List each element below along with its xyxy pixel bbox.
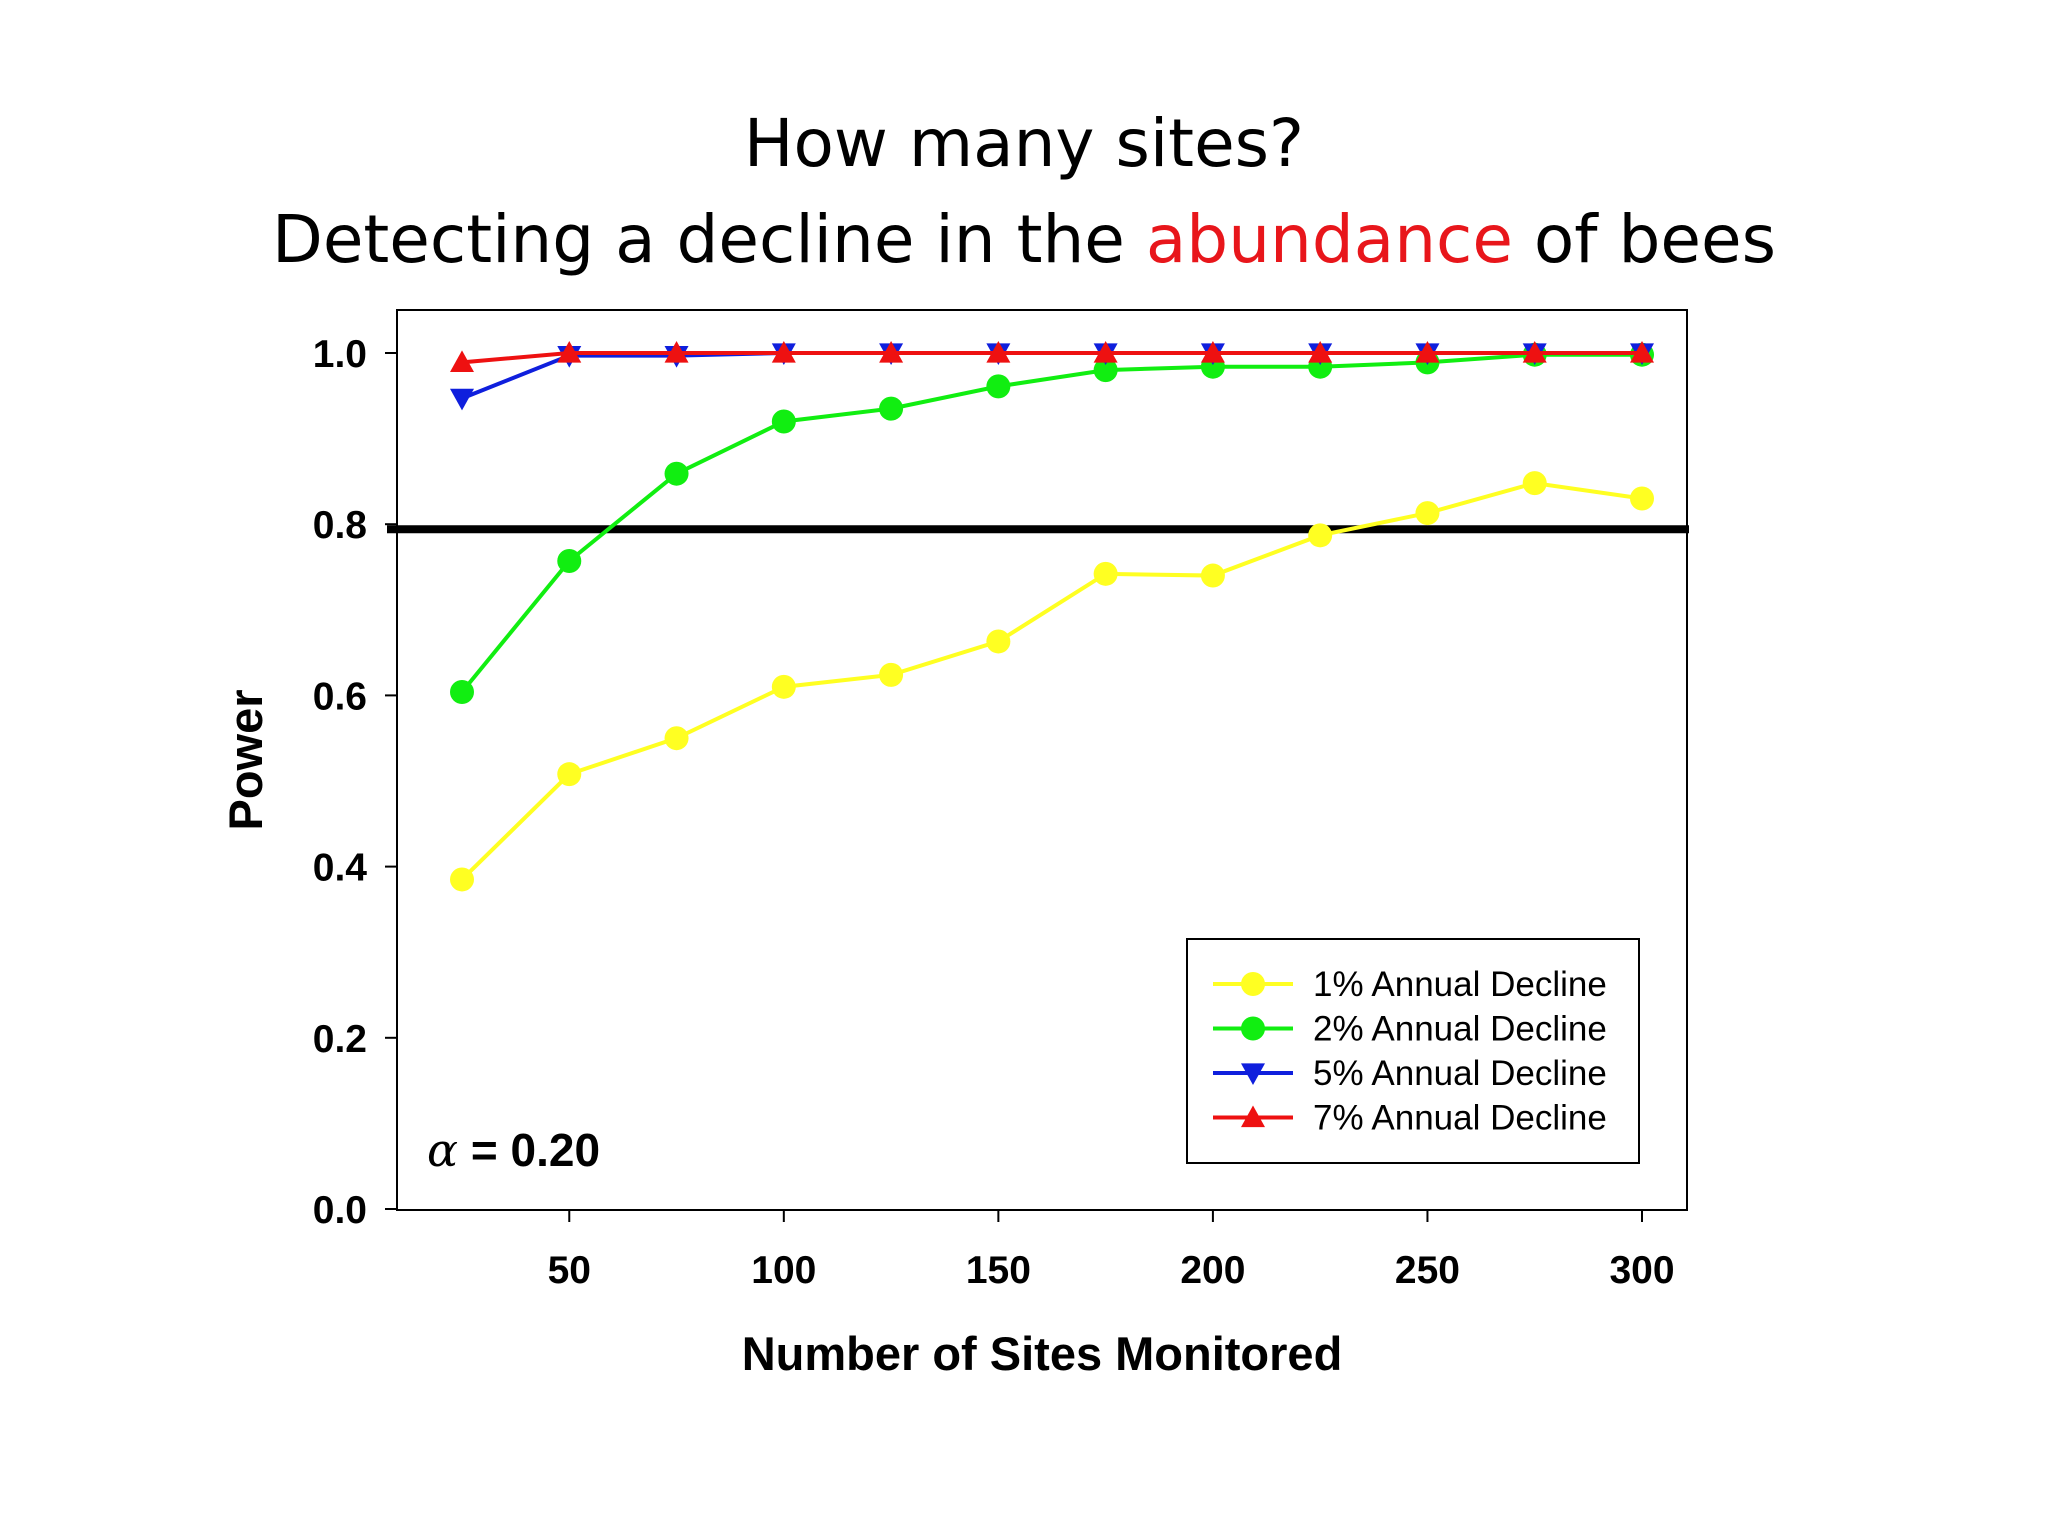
legend-item: 5% Annual Decline bbox=[1213, 1054, 1607, 1093]
data-point bbox=[1093, 341, 1118, 363]
data-point bbox=[664, 726, 689, 751]
data-point bbox=[450, 867, 474, 892]
data-point bbox=[1415, 341, 1440, 363]
data-point bbox=[1200, 341, 1225, 363]
data-point bbox=[1093, 561, 1118, 586]
data-point bbox=[450, 679, 474, 704]
data-point bbox=[664, 341, 689, 363]
alpha-value: = 0.20 bbox=[458, 1124, 600, 1176]
plot-frame bbox=[396, 309, 1688, 1211]
data-point bbox=[771, 409, 796, 434]
alpha-symbol: α bbox=[427, 1123, 458, 1177]
series-group bbox=[450, 341, 1654, 892]
series-1 bbox=[450, 471, 1654, 892]
legend-item: 2% Annual Decline bbox=[1213, 1010, 1607, 1049]
legend-label: 1% Annual Decline bbox=[1313, 965, 1607, 1004]
title-suffix: of bees bbox=[1512, 201, 1776, 278]
data-point bbox=[986, 629, 1011, 654]
data-point bbox=[450, 350, 474, 373]
legend-label: 7% Annual Decline bbox=[1313, 1099, 1607, 1138]
legend: 1% Annual Decline 2% Annual Decline 5% Ann… bbox=[1186, 938, 1640, 1164]
x-tick-label: 200 bbox=[1180, 1249, 1245, 1292]
data-point bbox=[557, 549, 582, 574]
data-point bbox=[1093, 358, 1118, 383]
y-tick-label: 1.0 bbox=[313, 333, 367, 376]
x-tick-label: 250 bbox=[1395, 1249, 1460, 1292]
y-axis-title: Power bbox=[219, 689, 272, 830]
x-tick-label: 300 bbox=[1609, 1249, 1674, 1292]
legend-item: 7% Annual Decline bbox=[1213, 1099, 1607, 1138]
data-point bbox=[1630, 486, 1654, 511]
series-2 bbox=[450, 342, 1654, 704]
x-tick-label: 150 bbox=[966, 1249, 1031, 1292]
legend-item: 1% Annual Decline bbox=[1213, 965, 1607, 1004]
data-point bbox=[557, 762, 582, 787]
data-point bbox=[771, 674, 796, 699]
data-point bbox=[879, 341, 904, 363]
data-point bbox=[879, 662, 904, 687]
data-point bbox=[1308, 341, 1333, 363]
title-prefix: Detecting a decline in the bbox=[272, 201, 1146, 278]
data-point bbox=[771, 341, 796, 363]
slide-title-line1: How many sites? bbox=[743, 105, 1305, 182]
legend-marker bbox=[1241, 1063, 1265, 1085]
legend-marker bbox=[1241, 1105, 1265, 1128]
x-axis-title: Number of Sites Monitored bbox=[742, 1327, 1343, 1380]
y-tick-label: 0.8 bbox=[313, 504, 367, 547]
data-point bbox=[986, 341, 1011, 363]
data-point bbox=[557, 341, 582, 363]
data-point bbox=[1200, 563, 1225, 588]
data-point bbox=[1630, 341, 1654, 363]
data-point bbox=[879, 396, 904, 421]
y-tick-label: 0.0 bbox=[313, 1189, 367, 1232]
x-axis-ticks: 50 100 150 200 250 300 bbox=[548, 1210, 1675, 1292]
title-highlight-word: abundance bbox=[1145, 201, 1513, 278]
data-point bbox=[1415, 501, 1440, 526]
y-tick-label: 0.6 bbox=[313, 675, 367, 718]
legend-marker bbox=[1241, 972, 1265, 996]
legend-label: 2% Annual Decline bbox=[1313, 1010, 1607, 1049]
x-tick-label: 100 bbox=[751, 1249, 816, 1292]
data-point bbox=[1522, 471, 1547, 496]
slide-title-line2: Detecting a decline in the abundance of … bbox=[0, 194, 2048, 286]
data-point bbox=[1308, 523, 1333, 548]
legend-marker bbox=[1241, 1016, 1265, 1041]
data-point bbox=[1522, 341, 1547, 363]
x-tick-label: 50 bbox=[548, 1249, 591, 1292]
y-tick-label: 0.4 bbox=[313, 847, 368, 890]
series-4 bbox=[450, 341, 1654, 373]
y-tick-label: 0.2 bbox=[313, 1018, 367, 1061]
series-line bbox=[460, 352, 1642, 694]
data-point bbox=[450, 388, 474, 411]
data-point bbox=[664, 461, 689, 486]
series-line bbox=[460, 481, 1643, 881]
y-axis-ticks: 0.0 0.2 0.4 0.6 0.8 1.0 bbox=[313, 333, 397, 1232]
alpha-annotation: α = 0.20 bbox=[427, 1123, 600, 1177]
series-line bbox=[461, 351, 1642, 365]
data-point bbox=[986, 374, 1011, 399]
legend-label: 5% Annual Decline bbox=[1313, 1054, 1607, 1093]
